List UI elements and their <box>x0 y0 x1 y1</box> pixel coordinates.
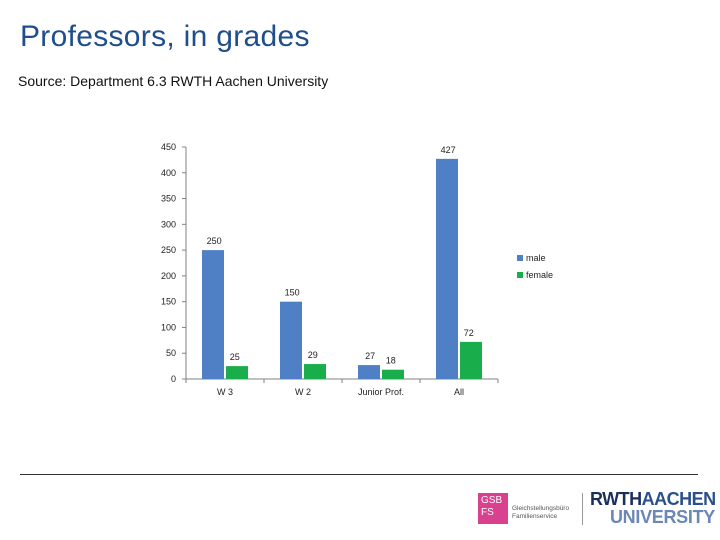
x-category-label: W 3 <box>217 387 233 397</box>
gsb-fs-logo: GSB FS Gleichstellungsbüro Familienservi… <box>478 493 578 525</box>
x-category-label: All <box>454 387 464 397</box>
data-label-female: 72 <box>464 328 474 338</box>
data-label-female: 29 <box>308 350 318 360</box>
bar-male <box>202 250 224 379</box>
data-label-female: 25 <box>230 352 240 362</box>
y-tick-label: 50 <box>166 348 176 358</box>
y-tick-label: 0 <box>171 374 176 384</box>
bar-female <box>304 364 326 379</box>
rwth-logo-aachen: AACHEN <box>641 489 717 509</box>
legend-swatch-male <box>517 255 523 261</box>
y-tick-label: 350 <box>161 194 176 204</box>
gsb-text-line2: Familienservice <box>512 513 558 520</box>
legend-label-male: male <box>526 253 546 263</box>
page-title: Professors, in grades <box>20 20 310 53</box>
gsb-box-line1: GSB <box>481 495 503 506</box>
y-tick-label: 450 <box>161 142 176 152</box>
data-label-male: 250 <box>207 236 222 246</box>
rwth-aachen-logo: RWTHAACHEN UNIVERSITY <box>590 489 717 530</box>
gsb-fs-logo-text: Gleichstellungsbüro Familienservice <box>512 505 578 521</box>
footer-divider <box>20 474 698 475</box>
bar-female <box>382 369 404 379</box>
bar-female <box>226 366 248 379</box>
y-tick-label: 100 <box>161 322 176 332</box>
bar-male <box>358 365 380 379</box>
y-tick-label: 300 <box>161 219 176 229</box>
y-tick-label: 250 <box>161 245 176 255</box>
bar-male <box>436 158 458 379</box>
y-tick-label: 150 <box>161 297 176 307</box>
rwth-logo-university: UNIVERSITY <box>609 507 715 527</box>
data-label-male: 427 <box>441 145 456 155</box>
logo-divider <box>582 493 583 525</box>
legend-swatch-female <box>517 272 523 278</box>
data-label-female: 18 <box>386 356 396 366</box>
source-caption: Source: Department 6.3 RWTH Aachen Unive… <box>18 73 329 89</box>
y-tick-label: 400 <box>161 168 176 178</box>
x-category-label: Junior Prof. <box>358 387 404 397</box>
gsb-fs-logo-box: GSB FS <box>478 493 508 524</box>
gsb-text-line1: Gleichstellungsbüro <box>512 505 570 512</box>
y-tick-label: 200 <box>161 271 176 281</box>
bar-male <box>280 301 302 379</box>
legend-label-female: female <box>526 270 553 280</box>
bar-female <box>460 341 482 379</box>
data-label-male: 150 <box>285 288 300 298</box>
x-category-label: W 2 <box>295 387 311 397</box>
bar-chart: 0 50 100 150 200 250 300 350 400 450 250 25 W 3 150 29… <box>161 142 553 397</box>
gsb-box-line2: FS <box>481 507 494 518</box>
data-label-male: 27 <box>365 351 375 361</box>
rwth-logo-rwth: RWTH <box>590 489 642 509</box>
